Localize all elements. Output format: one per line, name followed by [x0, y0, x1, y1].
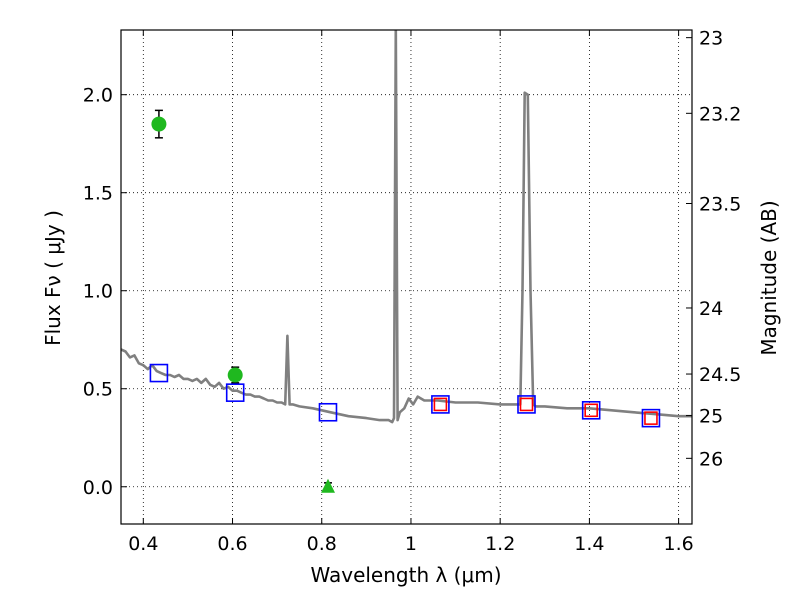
y2-tick-label: 24 [699, 298, 723, 320]
x-tick-label: 0.8 [307, 533, 337, 555]
model-square-point [644, 411, 658, 425]
photometry-point [227, 367, 243, 383]
y2-tick-label: 23.2 [699, 103, 741, 125]
y-tick-label: 1.0 [83, 281, 113, 303]
grid-layer [121, 30, 692, 524]
model-square-point [318, 402, 338, 422]
model-square-point [149, 363, 169, 383]
model-square-point [519, 397, 534, 412]
y2-tick-label: 23 [699, 28, 723, 50]
x-tick-label: 0.6 [217, 533, 247, 555]
x-tick-label: 0.4 [128, 533, 158, 555]
y2-axis-title: Magnitude (AB) [757, 200, 781, 355]
model-square-point [581, 401, 601, 420]
ticks-layer: 0.4 0.6 0.8 1 1.2 1.4 1.6 0.0 0.5 1.0 1.5 2.0 23 23.2… [83, 28, 742, 555]
y2-tick-label: 26 [699, 448, 723, 470]
y2-tick-label: 24.5 [699, 364, 741, 386]
x-tick-label: 1.6 [664, 533, 694, 555]
x-tick-label: 1 [405, 533, 417, 555]
points-layer [149, 109, 661, 493]
spectrum-layer [121, 30, 692, 424]
upper-limit-triangle-point [320, 478, 335, 493]
y-tick-label: 2.0 [83, 85, 113, 107]
model-square-point [584, 403, 598, 418]
model-square-point [431, 395, 450, 414]
x-tick-label: 1.4 [574, 533, 604, 555]
model-square-point [641, 408, 661, 428]
x-axis-title: Wavelength λ (μm) [310, 563, 501, 587]
x-tick-label: 1.2 [485, 533, 515, 555]
y2-tick-label: 25 [699, 406, 723, 428]
y-tick-label: 0.5 [83, 379, 113, 401]
y-tick-label: 0.0 [83, 477, 113, 499]
spectrum-line [121, 30, 692, 424]
plot-frame [120, 29, 693, 525]
photometry-point [151, 116, 167, 132]
y2-tick-label: 23.5 [699, 193, 741, 215]
model-square-point [433, 397, 448, 412]
y-axis-title: Flux Fν ( μJy ) [41, 210, 65, 346]
model-square-point [517, 395, 536, 414]
y-tick-label: 1.5 [83, 183, 113, 205]
model-square-point [225, 383, 245, 402]
